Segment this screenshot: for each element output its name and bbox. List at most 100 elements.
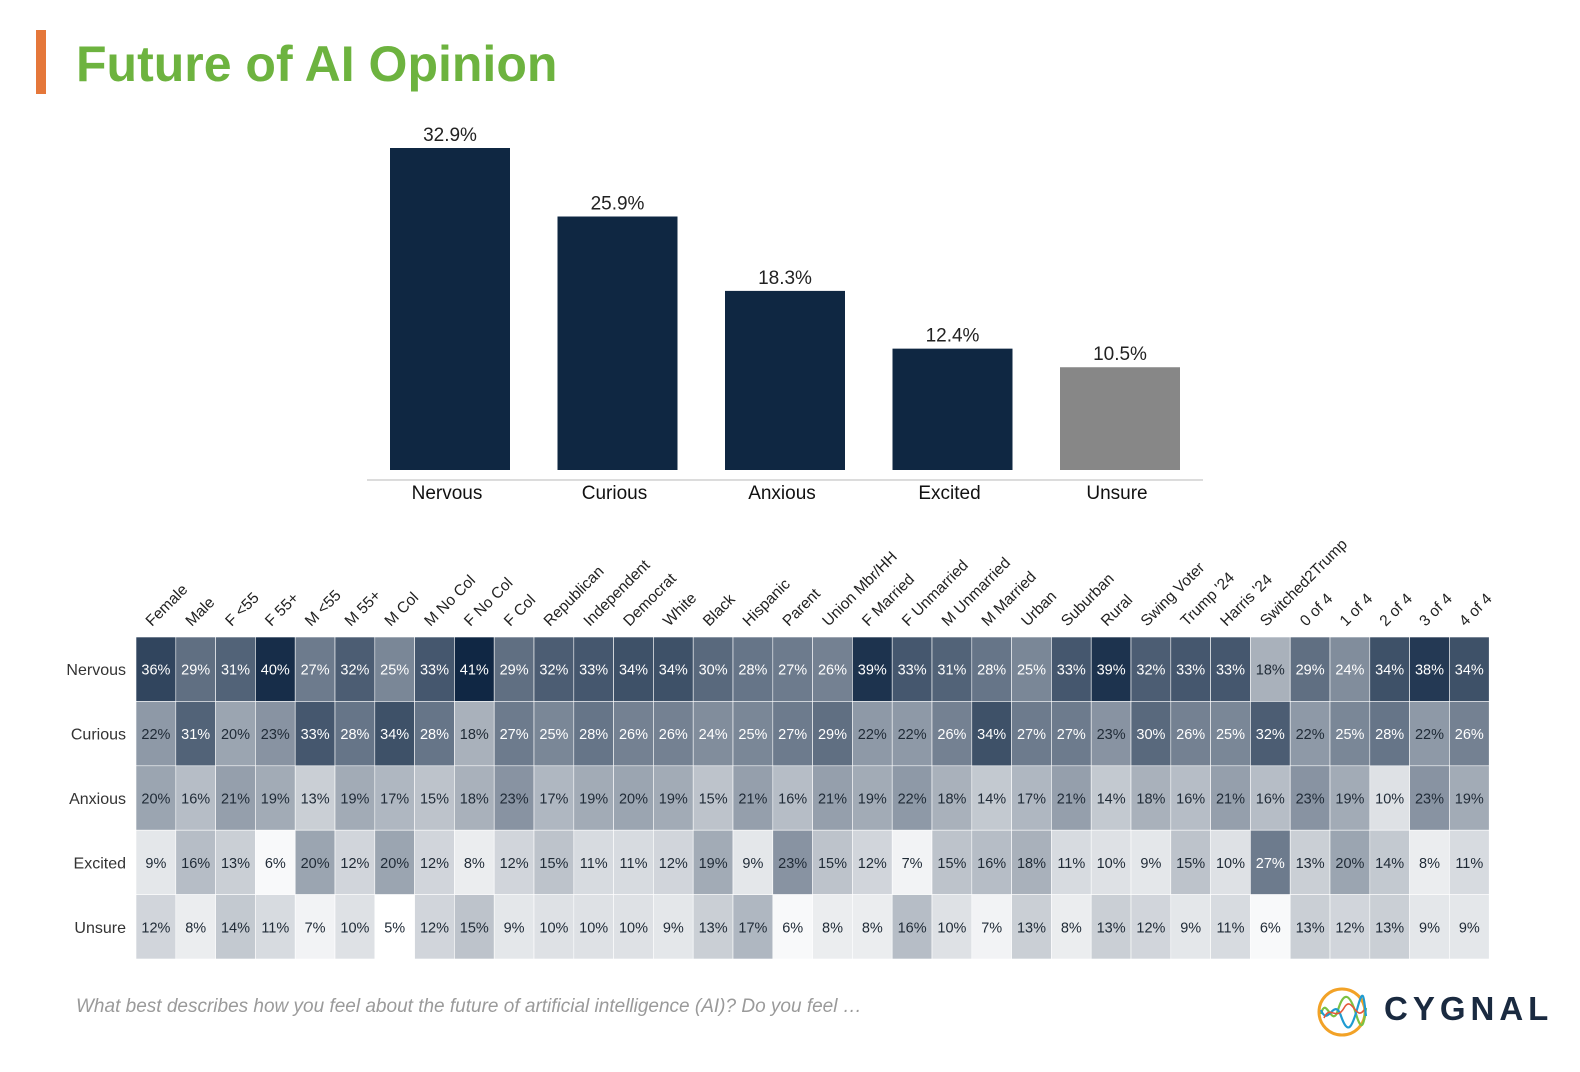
heat-cell-value: 20% <box>141 792 170 808</box>
x-tick-label-anxious: Anxious <box>748 483 816 504</box>
heat-cell-value: 13% <box>1296 856 1325 872</box>
heat-cell-value: 18% <box>937 792 966 808</box>
heat-cell-value: 11% <box>1057 856 1085 872</box>
heat-cell <box>653 765 694 831</box>
x-tick-label-nervous: Nervous <box>412 483 483 504</box>
heat-cell-value: 11% <box>1455 856 1483 872</box>
heat-cell <box>493 894 535 960</box>
heat-cell-value: 9% <box>1419 920 1440 936</box>
heat-cell-value: 33% <box>1216 663 1245 679</box>
heat-cell-value: 25% <box>380 663 409 679</box>
heatmap-row-label-unsure: Unsure <box>74 920 126 937</box>
heat-cell-value: 16% <box>898 920 927 936</box>
heat-cell-value: 8% <box>862 920 883 936</box>
heat-cell-value: 7% <box>902 856 923 872</box>
brand-logo: CYGNAL <box>1316 984 1556 1044</box>
heat-cell-value: 16% <box>1256 792 1285 808</box>
heat-cell <box>812 765 853 831</box>
heat-cell-value: 38% <box>1415 663 1444 679</box>
heat-cell <box>255 894 296 960</box>
data-label-excited: 12.4% <box>926 326 980 347</box>
heat-cell-value: 22% <box>141 727 170 743</box>
heat-cell-value: 32% <box>1256 727 1285 743</box>
heat-cell <box>533 701 575 767</box>
heat-cell <box>931 765 973 831</box>
heat-cell-value: 7% <box>981 920 1002 936</box>
heat-cell-value: 21% <box>1216 792 1245 808</box>
heat-cell-value: 31% <box>937 663 966 679</box>
heat-cell-value: 6% <box>1260 920 1281 936</box>
heat-cell-value: 26% <box>818 663 847 679</box>
heat-cell-value: 13% <box>1097 920 1126 936</box>
heat-cell-value: 23% <box>778 856 807 872</box>
heat-cell-value: 21% <box>738 792 767 808</box>
heat-cell <box>334 765 376 831</box>
heat-cell <box>294 636 336 702</box>
heat-cell <box>454 701 495 767</box>
heat-cell-value: 19% <box>340 792 369 808</box>
cygnal-wave-logo-icon <box>1317 987 1368 1037</box>
heat-cell-value: 28% <box>579 727 608 743</box>
x-tick-label-excited: Excited <box>918 483 980 504</box>
heat-cell-value: 41% <box>460 663 489 679</box>
x-tick-label-unsure: Unsure <box>1086 483 1147 504</box>
heat-cell <box>891 829 933 895</box>
heat-cell <box>374 829 415 895</box>
heat-cell <box>175 894 216 960</box>
heat-cell-value: 16% <box>181 792 210 808</box>
heat-cell <box>1210 829 1251 895</box>
heat-cell <box>1011 701 1052 767</box>
heat-cell-value: 12% <box>420 920 449 936</box>
heat-cell <box>732 894 774 960</box>
heat-cell-value: 24% <box>1335 663 1364 679</box>
heat-cell-value: 27% <box>500 727 529 743</box>
data-label-curious: 25.9% <box>591 194 645 215</box>
heat-cell-value: 33% <box>301 727 330 743</box>
heat-cell-value: 9% <box>1180 920 1201 936</box>
heat-cell <box>135 894 177 960</box>
data-label-nervous: 32.9% <box>423 125 477 146</box>
heat-cell <box>1130 894 1172 960</box>
heat-cell <box>1409 636 1450 702</box>
heat-cell-value: 17% <box>380 792 409 808</box>
heat-cell <box>1011 636 1052 702</box>
heat-cell-value: 32% <box>1136 663 1165 679</box>
heat-cell <box>255 765 296 831</box>
heat-cell-value: 30% <box>699 663 728 679</box>
bar-nervous <box>390 148 510 470</box>
heat-cell <box>1409 765 1450 831</box>
heat-cell <box>294 829 336 895</box>
heat-cell-value: 26% <box>1455 727 1484 743</box>
heat-cell <box>772 765 813 831</box>
heatmap-row-label-curious: Curious <box>71 727 126 744</box>
brand-name: CYGNAL <box>1384 990 1554 1027</box>
heat-cell-value: 20% <box>1335 856 1364 872</box>
heat-cell <box>1449 636 1490 702</box>
heat-cell <box>692 894 734 960</box>
heat-cell <box>1130 829 1172 895</box>
heat-cell-value: 23% <box>1415 792 1444 808</box>
heat-cell-value: 30% <box>1136 727 1165 743</box>
heat-cell-value: 8% <box>1419 856 1440 872</box>
heat-cell-value: 34% <box>659 663 688 679</box>
bar-excited <box>892 348 1013 470</box>
heat-cell-value: 19% <box>659 792 688 808</box>
heat-cell-value: 36% <box>141 663 170 679</box>
heat-cell <box>215 701 256 767</box>
heat-cell-value: 29% <box>500 663 529 679</box>
heat-cell-value: 15% <box>539 856 568 872</box>
heat-cell <box>1289 636 1331 702</box>
heat-cell <box>493 829 535 895</box>
heat-cell-value: 21% <box>1057 792 1086 808</box>
heat-cell-value: 33% <box>898 663 927 679</box>
heat-cell-value: 12% <box>1136 920 1165 936</box>
heat-cell <box>533 765 575 831</box>
heat-cell-value: 15% <box>937 856 966 872</box>
heatmap-column-label: Rural <box>1098 592 1136 630</box>
heat-cell-value: 26% <box>1176 727 1205 743</box>
heat-cell-value: 39% <box>858 663 887 679</box>
heat-cell-value: 22% <box>898 792 927 808</box>
heat-cell <box>573 894 614 960</box>
heat-cell-value: 12% <box>500 856 529 872</box>
heat-cell <box>533 894 575 960</box>
